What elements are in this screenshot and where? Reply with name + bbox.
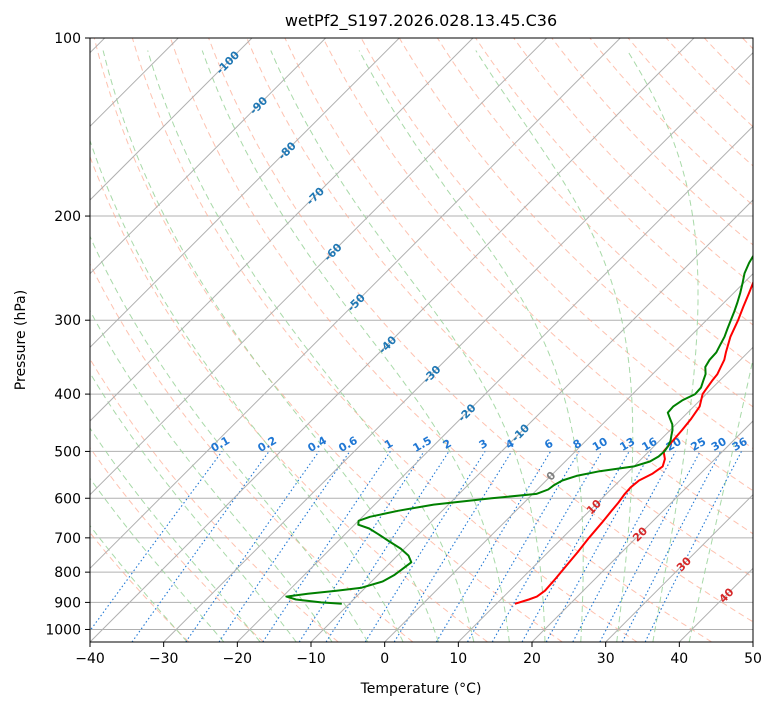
- x-tick-label: −10: [296, 651, 326, 667]
- y-tick-label: 800: [54, 565, 81, 581]
- moist-adiabat-5: [102, 50, 439, 642]
- dry-adiabats: [90, 38, 753, 642]
- dry-adiabat-80: [322, 38, 753, 492]
- mixing-ratio-line-0.4: [185, 451, 320, 642]
- x-tick-label: −20: [223, 651, 253, 667]
- isotherm--80: [90, 38, 401, 349]
- temperature-line: [514, 280, 753, 605]
- plot-area: 0.1 0.2 0.4 0.6 1 1.5 2 3 4 6 8 10 13 16 20 25 30 36-100-…: [90, 38, 753, 642]
- chart-title: wetPf2_S197.2026.028.13.45.C36: [285, 11, 557, 31]
- sounding-series: [285, 254, 753, 605]
- dry-adiabat-130: [513, 38, 753, 286]
- isotherm--50: [90, 38, 622, 570]
- x-tick-label: 20: [523, 651, 541, 667]
- dry-adiabat-70: [284, 38, 753, 535]
- mixing-ratio-line-4: [393, 451, 513, 642]
- isotherm-lines: [90, 38, 753, 642]
- x-axis-title: Temperature (°C): [360, 681, 482, 697]
- moist-adiabat--15: [90, 372, 297, 642]
- moist-adiabat--30: [90, 524, 188, 642]
- x-tick-label: −40: [75, 651, 105, 667]
- moist-adiabat-0: [90, 139, 404, 642]
- mixing-ratio-line-36: [644, 451, 742, 642]
- x-tick-label: −30: [149, 651, 179, 667]
- x-tick-label: 10: [449, 651, 467, 667]
- moist-adiabat-15: [201, 50, 510, 642]
- mixing-ratio-line-1.5: [298, 451, 425, 642]
- isotherm-10: [457, 346, 753, 642]
- moist-adiabat--25: [90, 477, 225, 642]
- y-tick-label: 400: [54, 387, 81, 403]
- mixing-ratio-line-30: [621, 451, 722, 642]
- isotherm-0: [384, 272, 753, 642]
- moist-adiabat-20: [270, 50, 546, 642]
- mixing-ratio-line-0.6: [218, 451, 351, 642]
- dry-adiabat-60: [246, 38, 753, 578]
- isotherm-20: [531, 420, 753, 642]
- moist-adiabat-30: [475, 50, 634, 642]
- y-tick-label: 200: [54, 209, 81, 225]
- dry-adiabat--10: [90, 358, 339, 642]
- isobar-gridlines: [90, 38, 753, 630]
- x-tick-label: 50: [744, 651, 762, 667]
- dewpoint-line: [285, 254, 753, 605]
- y-tick-label: 900: [54, 595, 81, 611]
- mixing-ratio-line-2: [325, 451, 450, 642]
- isotherm--100: [90, 38, 253, 201]
- isotherm-30: [605, 493, 753, 642]
- x-axis: −40 −30 −20 −10 0 10 20 30 40 50: [75, 642, 762, 667]
- dry-adiabat-0: [90, 262, 414, 642]
- mixing-ratio-lines: [90, 451, 742, 642]
- y-tick-label: 300: [54, 313, 81, 329]
- isotherm--60: [90, 38, 548, 496]
- dry-adiabat-30: [131, 38, 638, 642]
- dry-adiabat-40: [170, 38, 712, 642]
- dry-adiabat-120: [475, 38, 753, 326]
- x-tick-label: 0: [380, 651, 389, 667]
- plot-frame: [89, 37, 754, 643]
- mixing-ratio-line-0.1: [90, 451, 223, 632]
- isotherm--10: [310, 199, 753, 642]
- moist-adiabat--20: [90, 427, 261, 642]
- y-tick-label: 1000: [45, 623, 81, 639]
- y-tick-label: 600: [54, 491, 81, 507]
- dry-adiabat-50: [208, 38, 753, 623]
- mixing-ratio-line-13: [521, 451, 630, 642]
- moist-adiabat--5: [90, 235, 369, 642]
- y-axis: 100 200 300 400 500 600 700 800 900 1000: [45, 31, 90, 639]
- y-tick-label: 700: [54, 531, 81, 547]
- x-tick-label: 30: [597, 651, 615, 667]
- mixing-ratio-line-16: [545, 451, 652, 642]
- dry-adiabat--20: [90, 446, 264, 642]
- mixing-ratio-line-1: [262, 451, 391, 642]
- moist-adiabat-10: [147, 50, 475, 642]
- moist-adiabat-35: [626, 50, 699, 642]
- y-axis-title: Pressure (hPa): [13, 290, 29, 390]
- y-tick-label: 500: [54, 444, 81, 460]
- dry-adiabat-20: [93, 38, 563, 642]
- x-tick-label: 40: [670, 651, 688, 667]
- isotherm--30: [163, 51, 753, 642]
- isotherm--70: [90, 38, 474, 422]
- moist-adiabat-40: [688, 356, 753, 642]
- y-tick-label: 100: [54, 31, 81, 47]
- isotherm--20: [236, 125, 753, 642]
- isotherm--90: [90, 38, 327, 275]
- mixing-ratio-line-20: [572, 451, 676, 642]
- isotherm--40: [90, 38, 695, 642]
